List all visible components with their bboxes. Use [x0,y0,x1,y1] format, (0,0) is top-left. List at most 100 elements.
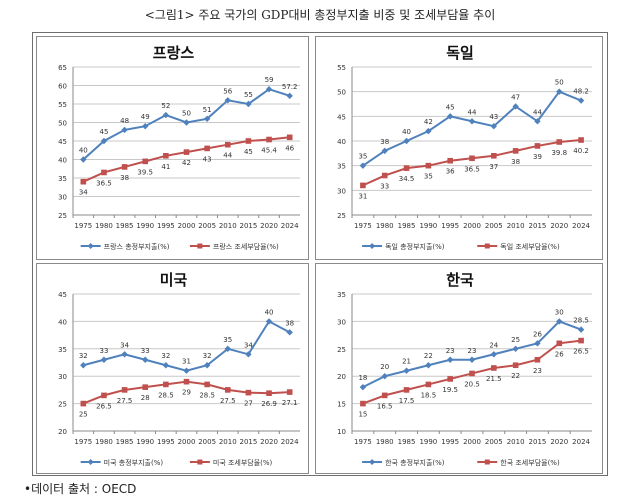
data-label-spending: 43 [489,113,498,121]
x-tick-label: 1995 [157,222,175,230]
chart-title: 프랑스 [153,44,195,62]
data-label-tax: 39.5 [137,168,153,176]
data-label-tax: 26 [555,350,564,358]
data-label-tax: 27.5 [220,397,236,405]
x-tick-label: 1985 [398,438,416,446]
chart-svg-korea: 한국 10 15 20 25 30 35 1975 1980 1985 1990 1995 2000 20… [337,271,592,467]
data-label-spending: 50 [555,79,564,87]
x-tick-label: 1980 [376,222,394,230]
data-label-spending: 57.2 [282,83,298,91]
data-source-note: •데이터 출처 : OECD [24,482,137,496]
data-label-tax: 28 [141,394,150,402]
data-label-tax: 37 [489,163,498,171]
data-point-tax [80,400,87,407]
data-point-tax [556,139,563,145]
x-tick-label: 1980 [376,438,394,446]
data-point-tax [534,143,541,149]
data-point-tax [425,162,432,169]
data-point-spending [265,318,273,325]
data-label-spending: 50 [182,110,191,118]
chart-title: 한국 [446,271,474,289]
data-point-tax [142,158,149,165]
data-point-tax [491,153,497,159]
y-tick-label: 20 [337,373,346,381]
data-point-tax [204,145,210,152]
y-tick-label: 55 [58,101,67,109]
x-tick-label: 2005 [485,438,503,446]
data-label-spending: 34 [120,341,129,349]
data-point-tax [491,365,497,371]
data-point-spending [577,326,585,333]
data-label-tax: 28.5 [199,391,215,399]
y-tick-label: 20 [58,428,67,436]
data-point-tax [224,387,231,393]
legend-label: 한국 조세부담율(%) [500,458,560,467]
data-point-spending [224,97,231,104]
y-tick-label: 45 [58,138,67,146]
x-tick-label: 2024 [572,438,590,446]
x-tick-label: 2020 [260,438,278,446]
x-tick-label: 2020 [550,438,568,446]
data-point-spending [162,362,170,369]
x-tick-label: 2010 [219,222,237,230]
data-label-tax: 26.9 [261,400,277,408]
data-label-tax: 40.2 [573,147,589,155]
data-point-tax [204,381,210,388]
data-point-spending [286,92,293,100]
data-point-tax [578,137,584,143]
x-tick-label: 2010 [219,438,237,446]
data-point-spending [203,362,211,369]
data-point-spending [359,383,367,391]
series-line-spending [362,90,582,167]
y-tick-label: 40 [58,318,67,326]
y-tick-label: 10 [337,428,346,436]
data-point-tax [183,149,190,155]
x-tick-label: 1975 [354,222,372,230]
y-tick-label: 25 [337,212,346,220]
y-tick-label: 30 [337,318,346,326]
data-point-spending [425,362,432,369]
data-label-spending: 33 [141,347,150,355]
data-label-tax: 31 [358,192,367,200]
data-point-tax [360,182,366,189]
data-point-spending [245,351,252,358]
data-point-tax [121,164,128,170]
x-tick-label: 2020 [260,222,278,230]
x-tick-label: 1995 [157,438,175,446]
data-point-spending [265,86,273,93]
legend-marker [484,243,490,249]
data-point-tax [286,134,293,141]
data-label-tax: 22 [511,372,520,380]
data-label-tax: 33 [380,183,389,191]
data-label-spending: 52 [161,102,170,110]
data-point-spending [446,356,454,363]
data-point-spending [381,147,388,155]
data-point-tax [403,165,410,171]
x-tick-label: 2015 [529,438,547,446]
chart-title: 독일 [446,44,474,62]
data-point-tax [183,378,190,385]
data-point-spending [446,113,454,120]
y-tick-label: 25 [337,346,346,354]
data-label-spending: 55 [244,91,253,99]
data-label-spending: 51 [203,106,212,114]
data-label-spending: 20 [380,363,389,371]
data-label-tax: 38 [120,174,129,182]
data-point-tax [163,381,169,388]
data-point-tax [469,155,475,162]
data-point-tax [403,387,410,393]
chart-panel-germany: 독일 25 30 35 40 45 50 55 1975 1980 1985 1990 1995 2000… [315,36,603,260]
data-label-tax: 36.5 [464,165,480,173]
data-point-spending [245,100,252,108]
y-tick-label: 35 [337,163,346,171]
y-tick-label: 55 [337,64,346,72]
legend-marker [87,243,94,249]
data-label-spending: 38 [285,319,294,327]
y-tick-label: 30 [58,194,67,202]
x-tick-label: 2010 [507,222,525,230]
y-tick-label: 60 [58,83,67,91]
data-label-tax: 25 [79,411,88,419]
legend-marker [197,459,203,465]
data-point-spending [403,367,410,374]
data-label-spending: 30 [555,308,564,316]
